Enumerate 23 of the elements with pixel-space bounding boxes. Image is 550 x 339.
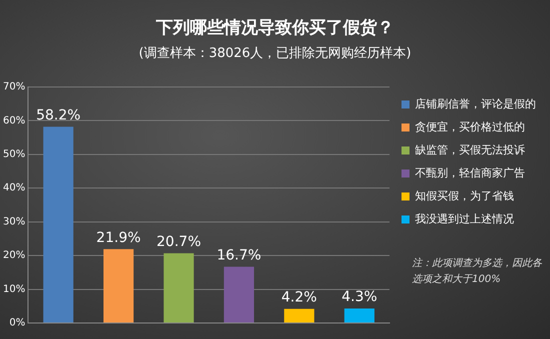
data-label: 21.9%	[96, 230, 141, 246]
legend-label: 贪便宜，买价格过低的	[415, 120, 525, 134]
data-label: 16.7%	[216, 247, 262, 264]
y-tick-label: 30%	[2, 216, 26, 228]
y-tick-label: 50%	[2, 149, 26, 160]
text: 注：此项调查为多选，因此各选项之和大于100%	[412, 256, 542, 287]
chart-title: 下列哪些情况导致你买了假货？	[155, 17, 395, 39]
y-tick-label: 10%	[2, 284, 26, 295]
data-label: 20.7%	[156, 234, 201, 250]
data-label: 4.3%	[342, 289, 378, 306]
y-tick-label: 0%	[9, 318, 26, 329]
legend-label: 不甄别，轻信商家广告	[415, 166, 525, 180]
legend-label: 店铺刷信誉，评论是假的	[415, 97, 536, 110]
data-label: 58.2%	[36, 107, 81, 124]
legend-label: 我没遇到过上述情况	[415, 212, 514, 226]
y-tick-label: 40%	[2, 182, 26, 194]
y-tick-label: 60%	[2, 115, 26, 126]
legend-label: 缺监管，买假无法投诉	[415, 143, 525, 156]
data-label: 4.2%	[281, 289, 317, 306]
chart-subtitle: (调查样本：38026人，已排除无网购经历样本)	[138, 45, 412, 62]
legend-label: 知假买假，为了省钱	[415, 189, 514, 202]
y-tick-label: 70%	[2, 82, 26, 93]
y-tick-label: 20%	[2, 250, 26, 262]
